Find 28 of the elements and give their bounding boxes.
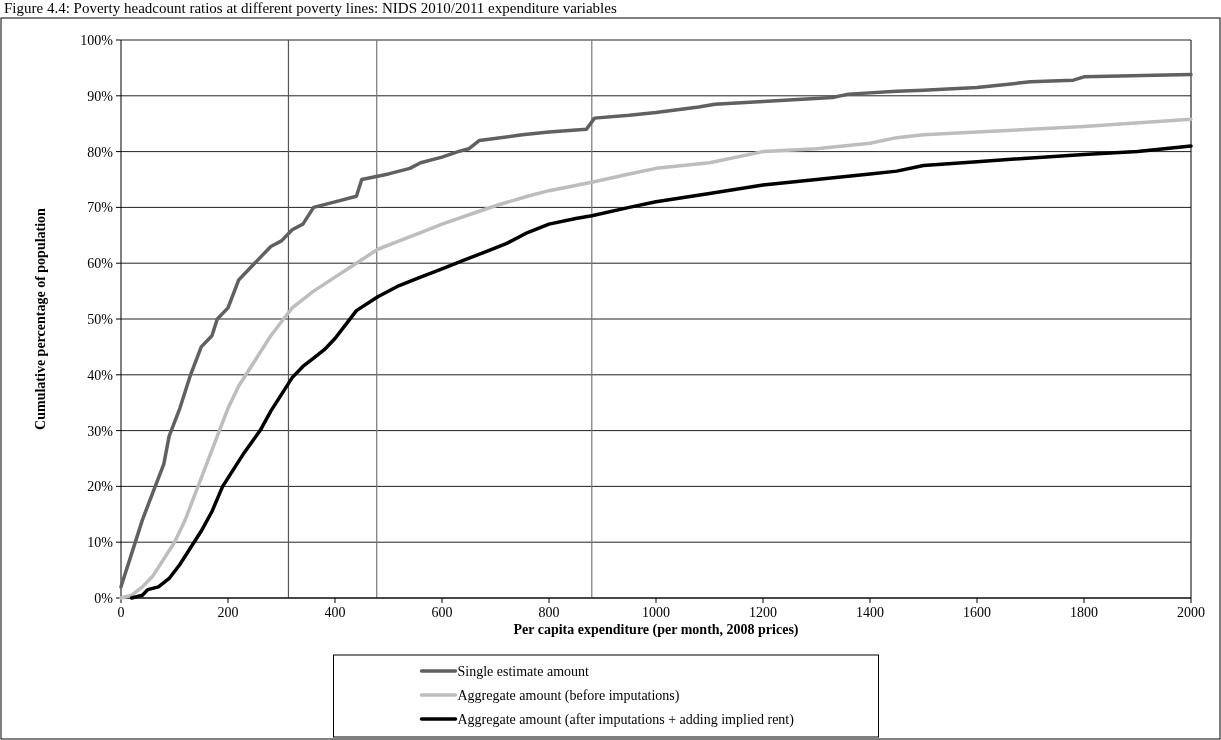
x-tick-label: 2000	[1177, 605, 1205, 620]
x-tick-label: 1400	[856, 605, 884, 620]
y-tick-label: 20%	[87, 479, 114, 495]
y-tick-label: 100%	[80, 32, 114, 48]
x-tick-label: 600	[431, 605, 453, 620]
x-tick-label: 1800	[1070, 605, 1098, 620]
x-tick-label: 1000	[642, 605, 670, 620]
y-tick-label: 0%	[94, 590, 114, 606]
x-tick-label: 400	[324, 605, 346, 620]
x-tick-label: 200	[217, 605, 239, 620]
legend-label: Aggregate amount (before imputations)	[457, 687, 680, 704]
y-tick-label: 60%	[87, 256, 114, 272]
x-tick-label: 800	[538, 605, 560, 620]
y-axis-title: Cumulative percentage of population	[33, 207, 48, 430]
y-tick-label: 70%	[87, 200, 114, 216]
y-tick-label: 40%	[87, 367, 114, 383]
legend-label: Single estimate amount	[457, 663, 590, 679]
chart-title: Figure 4.4: Poverty headcount ratios at different poverty lines: NIDS 2010/2011 expenditure variables	[4, 0, 617, 16]
y-tick-label: 80%	[87, 144, 114, 160]
y-tick-label: 90%	[87, 88, 114, 104]
y-tick-label: 30%	[87, 423, 114, 439]
x-tick-label: 1600	[963, 605, 991, 620]
x-tick-label: 0	[117, 605, 125, 620]
y-tick-label: 10%	[87, 535, 114, 551]
y-tick-label: 50%	[87, 311, 114, 327]
legend-label: Aggregate amount (after imputations + adding implied rent)	[457, 711, 795, 728]
x-tick-label: 1200	[749, 605, 777, 620]
x-axis-title: Per capita expenditure (per month, 2008 prices)	[513, 622, 799, 638]
